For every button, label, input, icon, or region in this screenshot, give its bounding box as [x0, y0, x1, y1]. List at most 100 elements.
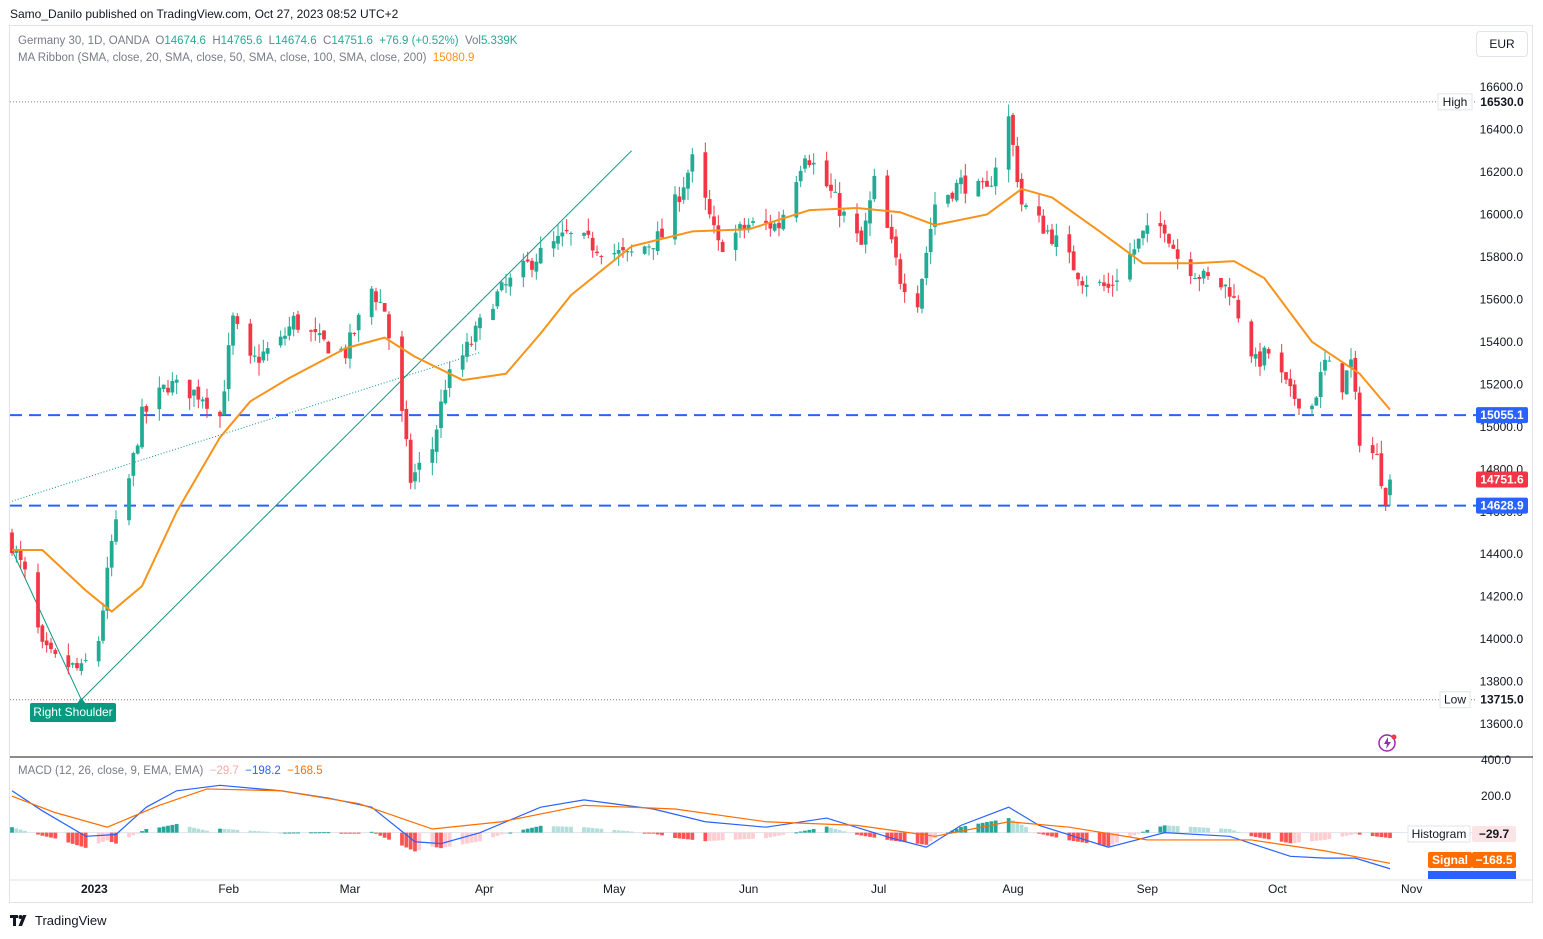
macd-y-tick-label: 400.0: [1481, 753, 1511, 767]
macd-histogram-bar: [96, 832, 101, 844]
candle-body: [1019, 178, 1024, 205]
macd-histogram-bar: [430, 832, 435, 847]
macd-histogram-bar: [1015, 822, 1020, 833]
x-tick-label: Nov: [1401, 882, 1422, 896]
candle-body: [772, 223, 777, 231]
candle-body: [1227, 287, 1232, 297]
macd-badge-partial: [1428, 871, 1516, 879]
macd-histogram-bar: [265, 831, 270, 833]
candle-body: [287, 326, 292, 336]
macd-histogram-bar: [959, 826, 963, 833]
macd-histogram-bar: [963, 826, 968, 833]
macd-histogram-bar: [985, 822, 989, 833]
candle-body: [434, 429, 439, 452]
macd-histogram-bar: [504, 832, 508, 834]
candle-body: [599, 256, 604, 258]
candle-body: [473, 325, 478, 342]
signal-label-badge: Signal: [1428, 852, 1472, 868]
candle-body: [647, 246, 651, 248]
symbol-title[interactable]: Germany 30, 1D, OANDA: [18, 35, 150, 47]
macd-histogram-bar: [291, 832, 296, 834]
macd-histogram-bar: [326, 832, 331, 834]
macd-histogram-bar: [621, 830, 625, 833]
x-tick-label: May: [603, 882, 626, 896]
trend-line-down: [11, 549, 82, 700]
candle-body: [404, 408, 409, 440]
candle-body: [915, 293, 920, 308]
candle-body: [1076, 272, 1080, 280]
macd-histogram-bar: [1019, 824, 1024, 833]
candle-body: [768, 222, 773, 229]
macd-histogram-bar: [44, 832, 49, 837]
candle-body: [677, 196, 682, 203]
ma-ribbon-label[interactable]: MA Ribbon (SMA, close, 20, SMA, close, 5…: [18, 52, 427, 64]
candle-body: [733, 232, 738, 251]
macd-histogram-bar: [1197, 827, 1202, 833]
right-shoulder-bg: [30, 703, 116, 722]
macd-histogram-bar: [703, 832, 708, 842]
candle-body: [781, 214, 786, 230]
candle-body: [590, 237, 595, 251]
candle-body: [521, 260, 526, 278]
lightning-icon-bolt: [1384, 737, 1391, 749]
candle-body: [1110, 284, 1115, 286]
annotations: Right Shoulder: [30, 698, 1397, 752]
macd-histogram-bar: [1054, 832, 1059, 838]
candle-body: [265, 348, 270, 354]
macd-histogram-bar: [1110, 832, 1115, 845]
macd-histogram-bar: [530, 827, 534, 833]
macd-histogram-bar: [1292, 832, 1297, 843]
macd-histogram-bar: [686, 832, 690, 840]
macd-histogram-bar: [495, 832, 500, 836]
candle-body: [738, 224, 742, 231]
currency-button[interactable]: EUR: [1476, 31, 1528, 57]
macd-histogram-bar: [1041, 832, 1046, 835]
macd-histogram-bar: [1262, 832, 1267, 839]
macd-histogram-bar: [313, 832, 318, 834]
candle-body: [1353, 357, 1358, 392]
candle-body: [569, 232, 573, 234]
candle-body: [343, 347, 348, 359]
candle-body: [1297, 398, 1301, 409]
low-label-box-text: Low: [1444, 693, 1466, 707]
macd-histogram-bar: [1011, 820, 1015, 833]
last-price-badge-text: 14751.6: [1480, 473, 1524, 487]
candle-body: [499, 282, 504, 291]
y-tick-label: 13600.0: [1480, 717, 1524, 731]
macd-title[interactable]: MACD (12, 26, close, 9, EMA, EMA): [18, 765, 204, 777]
level-upper-badge: 15055.1: [1476, 407, 1528, 424]
x-tick-label: 2023: [81, 882, 108, 896]
candle-body: [1080, 281, 1085, 286]
macd-histogram-bar: [855, 832, 859, 835]
macd-histogram-bar: [49, 832, 53, 838]
right-shoulder-pointer: [77, 698, 86, 703]
macd-histogram-bar: [261, 831, 266, 833]
macd-histogram-bar: [1353, 832, 1358, 835]
level-upper-badge-bg: [1476, 407, 1528, 424]
candle-body: [131, 453, 136, 476]
histogram-badge-text: −29.7: [1479, 827, 1510, 841]
macd-badge-clip: [1428, 871, 1516, 879]
candle-body: [283, 335, 287, 339]
macd-histogram-bar: [1314, 832, 1319, 841]
macd-histogram-bar: [135, 832, 140, 834]
neckline-dotted: [11, 351, 481, 502]
candle-body: [612, 252, 617, 255]
macd-histogram-bar: [1323, 832, 1327, 840]
macd-histogram-bar: [1310, 832, 1314, 842]
candle-body: [621, 247, 625, 251]
price-badges: High 16530.0 Low 13715.0 15055.1 14628.9 14751…: [1407, 93, 1528, 879]
candle-body: [291, 315, 296, 330]
macd-histogram-bar: [933, 832, 937, 839]
macd-histogram-bar: [859, 832, 864, 836]
publisher-line: Samo_Danilo published on TradingView.com…: [10, 7, 399, 21]
candle-body: [1383, 487, 1388, 506]
macd-histogram-bar: [66, 832, 71, 843]
candle-body: [356, 314, 361, 331]
candle-body: [712, 216, 716, 226]
candle-body: [205, 397, 209, 409]
macd-histogram-bar: [1132, 832, 1137, 836]
ma-ribbon-line: [12, 187, 1391, 613]
candle-body: [642, 246, 647, 254]
